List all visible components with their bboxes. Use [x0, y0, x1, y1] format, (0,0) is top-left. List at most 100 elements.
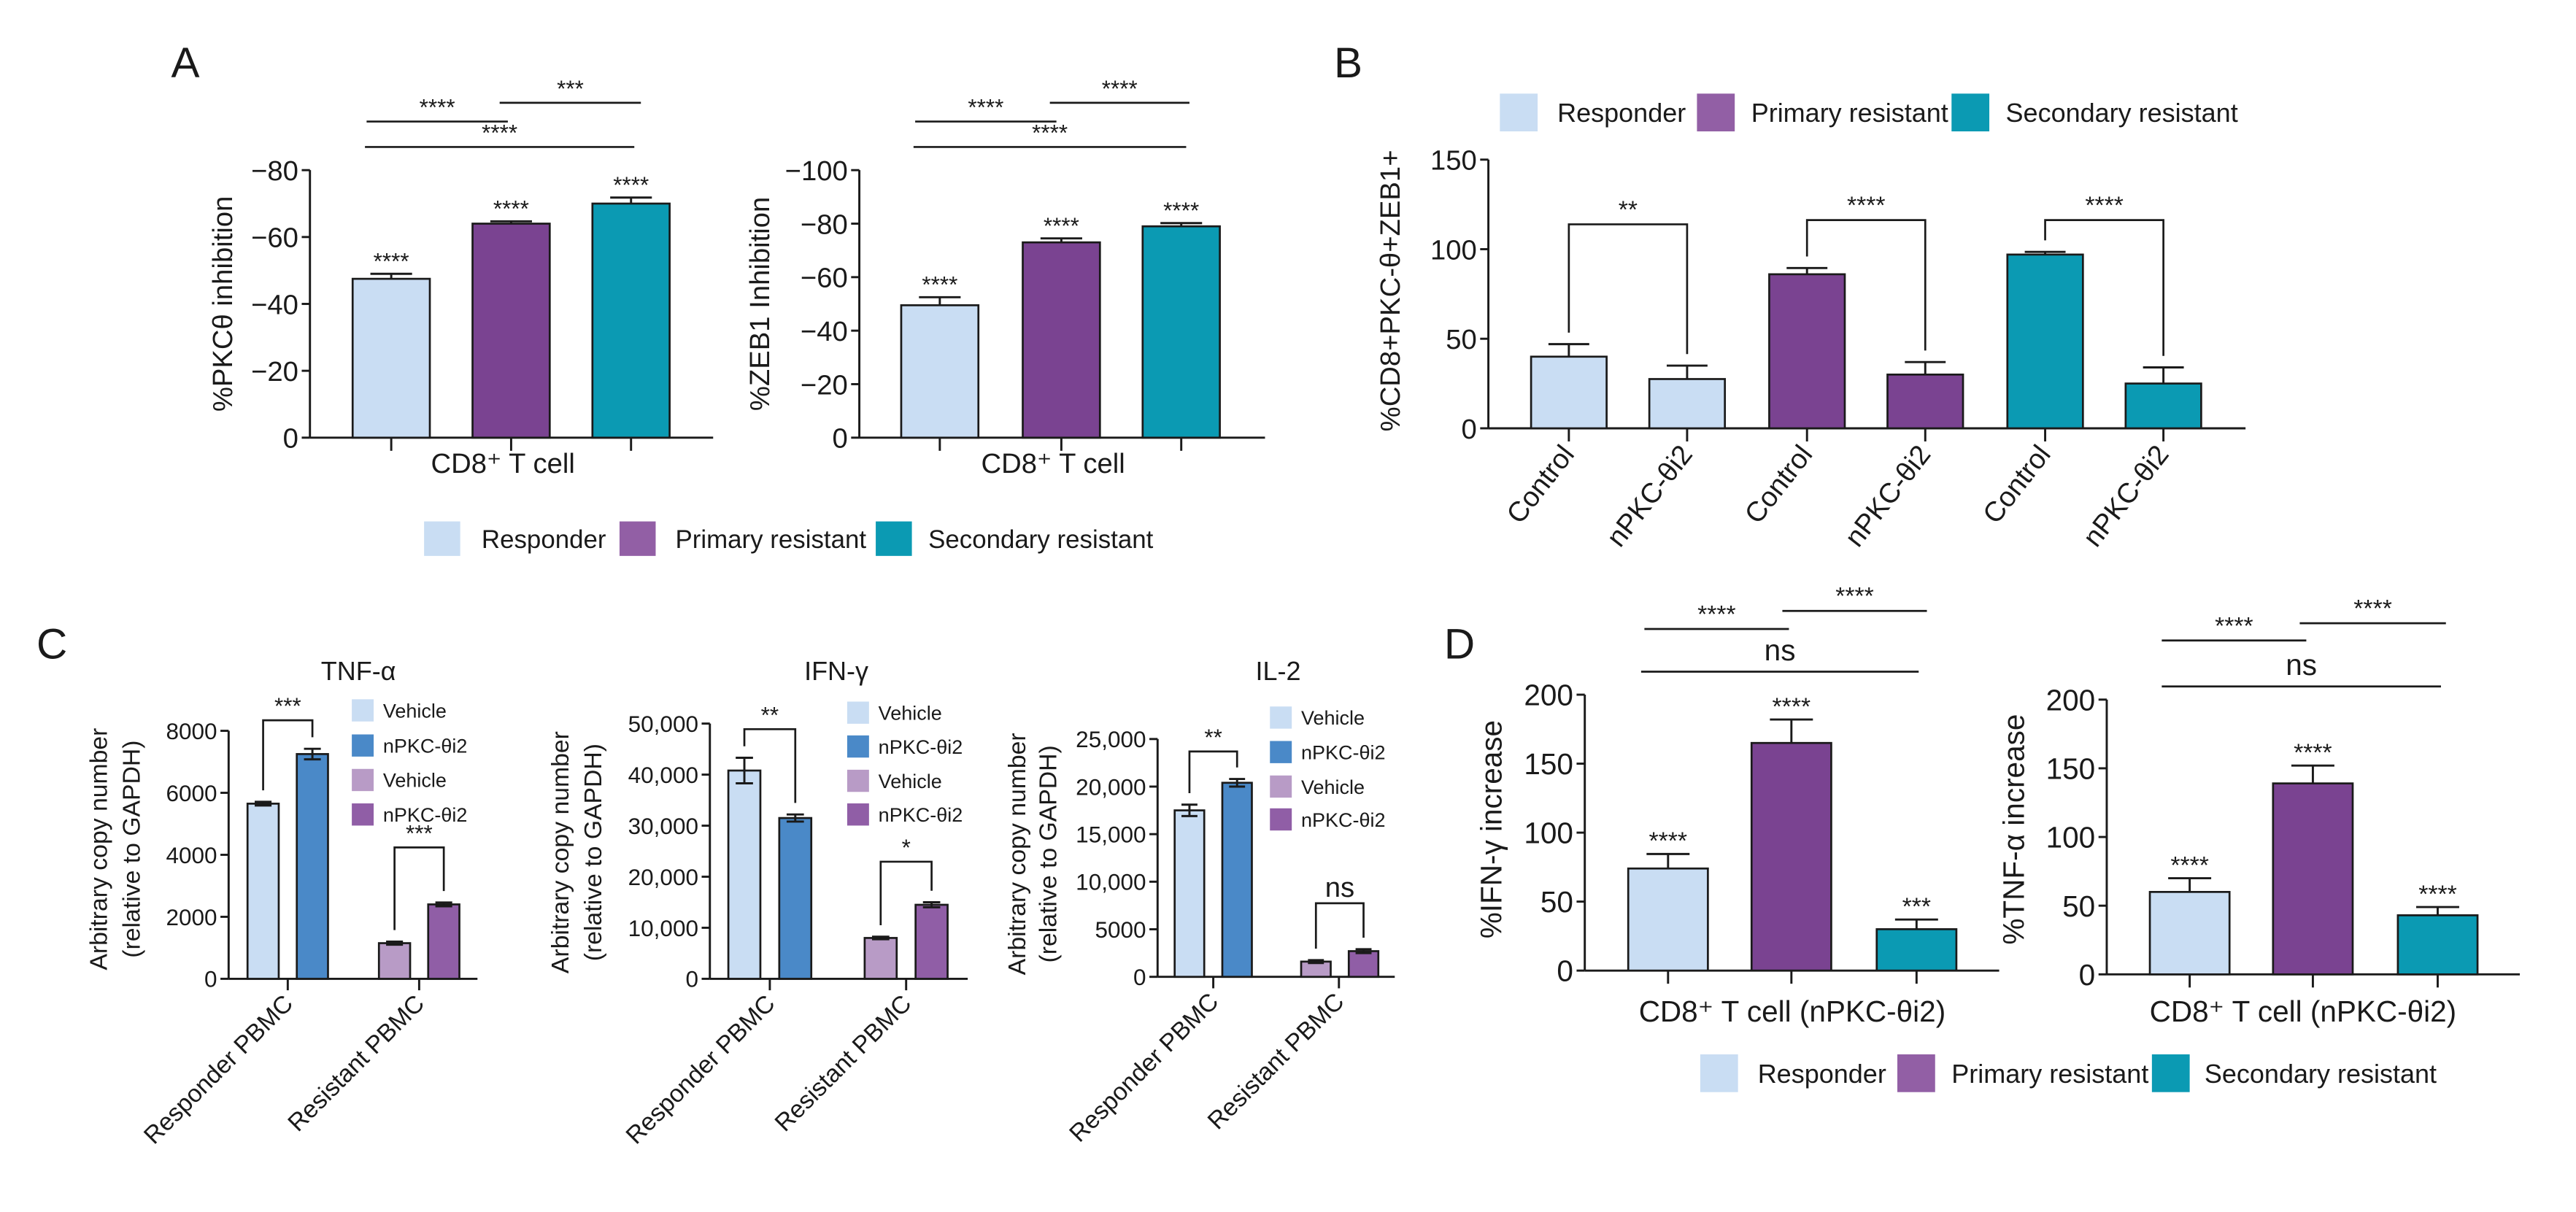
bar [1875, 928, 1958, 972]
bar [900, 304, 980, 439]
chart-legend: Vehicle nPKC-θi2 Vehicle nPKC-θi2 [847, 701, 963, 826]
comparison-label: ns [1325, 872, 1354, 903]
legend-label: Vehicle [1301, 776, 1365, 798]
comparison-label: ns [1765, 633, 1796, 667]
legend-label: nPKC-θi2 [383, 735, 468, 757]
y-tick-label: −100 [785, 155, 848, 187]
y-axis-label: %TNF-α increase [1997, 714, 2030, 945]
y-tick-label: −60 [801, 263, 848, 294]
panel-letter-d: D [1444, 621, 1475, 668]
legend-swatch [1700, 1054, 1738, 1092]
chart-d1: 050100150200*******************ns%IFN-γ … [1475, 582, 2000, 1028]
comparison-bracket [1188, 750, 1238, 793]
legend-label: Primary resistant [675, 525, 866, 554]
y-tick-label: −80 [801, 209, 848, 240]
bar [1627, 867, 1709, 972]
bar-significance-label: **** [1163, 197, 1199, 223]
chart-title: IFN-γ [804, 656, 868, 686]
legend-swatch [1270, 741, 1292, 763]
y-tick-label: 0 [283, 423, 298, 455]
y-tick-label: 5000 [1095, 916, 1146, 943]
comparison-label: **** [1032, 119, 1068, 145]
y-tick-label: 200 [2046, 683, 2096, 717]
bar [727, 769, 762, 980]
legend-label: nPKC-θi2 [1301, 809, 1386, 831]
y-tick-label: 25,000 [1076, 726, 1146, 752]
x-axis-label: CD8⁺ T cell (nPKC-θi2) [1639, 995, 1946, 1028]
y-tick-label: 0 [685, 966, 698, 992]
legend-swatch [876, 521, 912, 556]
y-axis-label: (relative to GAPDH) [1035, 745, 1063, 962]
bar [1648, 378, 1727, 430]
bar-significance-label: **** [2170, 852, 2209, 879]
legend-swatch [352, 734, 374, 757]
legend-swatch [1270, 706, 1292, 729]
bar [2006, 253, 2084, 430]
chart-a1: 0−20−40−60−80***********************%PKC… [207, 75, 714, 479]
panel-letter-b: B [1334, 39, 1362, 87]
y-tick-label: 4000 [166, 842, 217, 868]
x-axis-label: CD8⁺ T cell (nPKC-θi2) [2150, 995, 2457, 1028]
comparison-bracket [393, 846, 445, 930]
bar [1221, 781, 1253, 979]
comparison-label: ns [2286, 648, 2317, 682]
legend-label: Responder [1557, 98, 1686, 128]
y-tick-label: 0 [2079, 958, 2096, 992]
legends-layer: Responder Primary resistant Secondary resi… [424, 93, 2437, 1092]
y-tick-label: 0 [1557, 954, 1573, 988]
y-tick-label: 150 [1524, 747, 1573, 781]
comparison-label: **** [1102, 75, 1138, 101]
y-tick-label: 10,000 [628, 915, 698, 941]
comparison-bracket [879, 860, 933, 925]
legend-label: Secondary resistant [2006, 98, 2238, 128]
comparison-label: **** [1835, 582, 1874, 610]
y-tick-label: 2000 [166, 904, 217, 930]
legend-label: Responder [1758, 1059, 1886, 1089]
comparison-label: ** [761, 701, 779, 727]
y-tick-label: 6000 [166, 780, 217, 806]
legend-label: nPKC-θi2 [879, 804, 963, 826]
legend-label: Vehicle [383, 700, 447, 722]
legend-swatch [1897, 1054, 1935, 1092]
chart-title: IL-2 [1255, 656, 1300, 686]
y-tick-label: 40,000 [628, 762, 698, 788]
comparison-label: *** [406, 819, 433, 846]
y-tick-label: 100 [1430, 234, 1477, 266]
bar [296, 753, 329, 980]
bar-significance-label: **** [493, 196, 529, 222]
bar [351, 277, 431, 439]
chart-legend: Vehicle nPKC-θi2 Vehicle nPKC-θi2 [1270, 706, 1386, 831]
legend-label: nPKC-θi2 [383, 804, 468, 826]
comparison-label: **** [2215, 612, 2253, 640]
y-tick-label: 20,000 [1076, 773, 1146, 800]
comparison-label: **** [482, 119, 517, 145]
legend-panel-d: Responder Primary resistant Secondary resi… [1700, 1054, 2437, 1092]
y-tick-label: 8000 [166, 718, 217, 744]
bar-significance-label: **** [922, 271, 957, 298]
bar [1141, 225, 1221, 439]
y-tick-label: 50 [1446, 324, 1477, 355]
chart-legend: Vehicle nPKC-θi2 Vehicle nPKC-θi2 [352, 699, 467, 826]
bar-significance-label: *** [1902, 892, 1931, 920]
y-tick-label: 30,000 [628, 813, 698, 839]
bar [914, 903, 949, 980]
x-axis-label: CD8⁺ T cell [431, 448, 575, 479]
bar-significance-label: **** [613, 171, 649, 198]
bar-significance-label: **** [2294, 738, 2332, 766]
y-axis-label: Arbitrary copy number [1003, 733, 1031, 975]
bar [2396, 914, 2479, 976]
y-tick-label: 150 [2046, 752, 2096, 786]
legend-swatch [1951, 93, 1990, 132]
comparison-label: **** [1697, 601, 1736, 628]
legend-label: Responder [482, 525, 606, 554]
bar-significance-label: **** [1649, 827, 1688, 855]
comparison-label: **** [1847, 192, 1886, 220]
bar [427, 903, 460, 980]
bar [2272, 782, 2354, 976]
comparison-label: **** [420, 94, 455, 120]
y-axis-label: %IFN-γ increase [1475, 720, 1508, 938]
bar [1022, 241, 1101, 439]
legend-label: Primary resistant [1951, 1059, 2148, 1089]
